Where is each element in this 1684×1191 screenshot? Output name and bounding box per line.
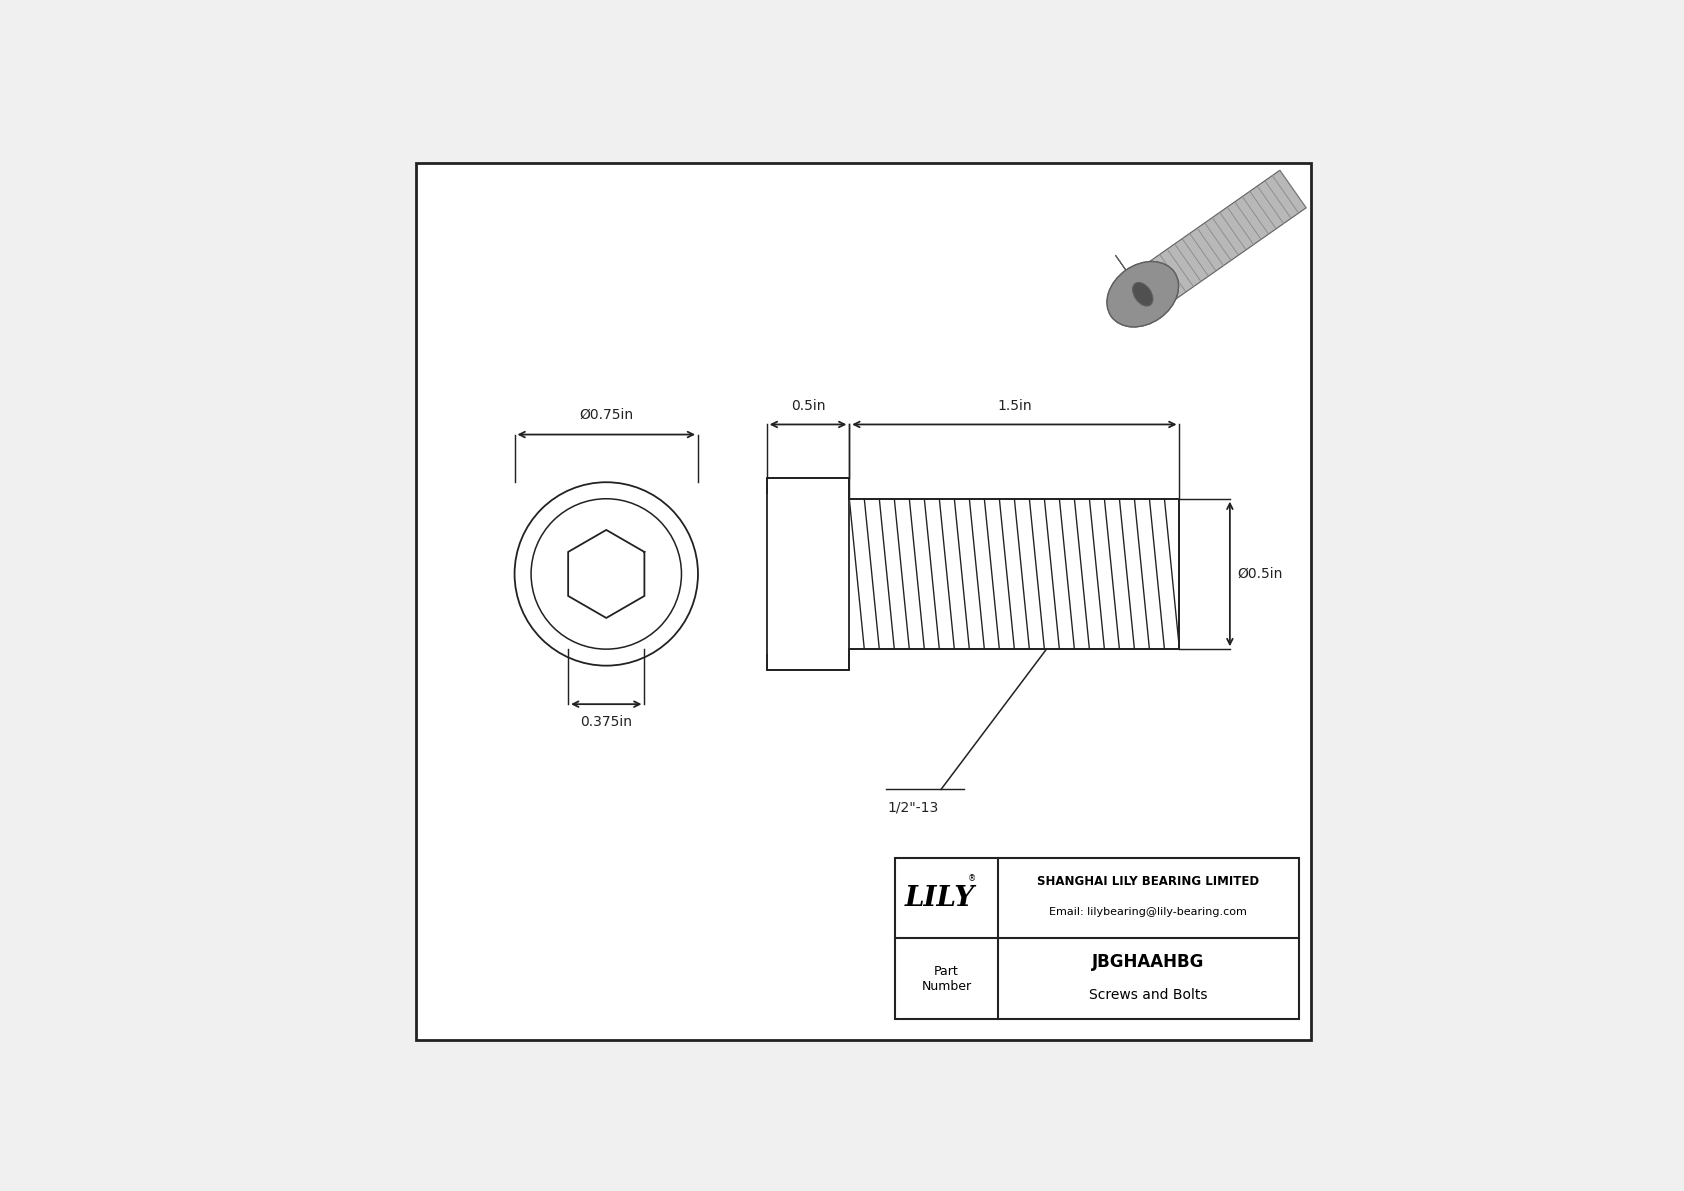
Text: 0.5in: 0.5in xyxy=(791,399,825,412)
Text: Screws and Bolts: Screws and Bolts xyxy=(1090,989,1207,1002)
Polygon shape xyxy=(1115,255,1160,318)
Text: 0.375in: 0.375in xyxy=(581,715,632,729)
Circle shape xyxy=(530,499,682,649)
Ellipse shape xyxy=(1106,262,1179,326)
Bar xyxy=(758,494,850,654)
Ellipse shape xyxy=(1133,282,1154,306)
Text: Email: lilybearing@lily-bearing.com: Email: lilybearing@lily-bearing.com xyxy=(1049,908,1248,917)
Text: 1.5in: 1.5in xyxy=(997,399,1032,412)
Text: Ø0.5in: Ø0.5in xyxy=(1238,567,1283,581)
Bar xyxy=(766,478,849,671)
Polygon shape xyxy=(1130,170,1307,313)
Text: Ø0.75in: Ø0.75in xyxy=(579,407,633,422)
Text: SHANGHAI LILY BEARING LIMITED: SHANGHAI LILY BEARING LIMITED xyxy=(1037,875,1260,888)
Text: 1/2"-13: 1/2"-13 xyxy=(887,800,940,815)
Text: LILY: LILY xyxy=(904,885,975,912)
Bar xyxy=(766,478,849,671)
Text: Part
Number: Part Number xyxy=(921,965,972,992)
Ellipse shape xyxy=(1106,262,1179,326)
Circle shape xyxy=(515,482,697,666)
Text: JBGHAAHBG: JBGHAAHBG xyxy=(1093,953,1204,971)
Bar xyxy=(896,859,1298,1018)
Text: ®: ® xyxy=(968,874,977,883)
